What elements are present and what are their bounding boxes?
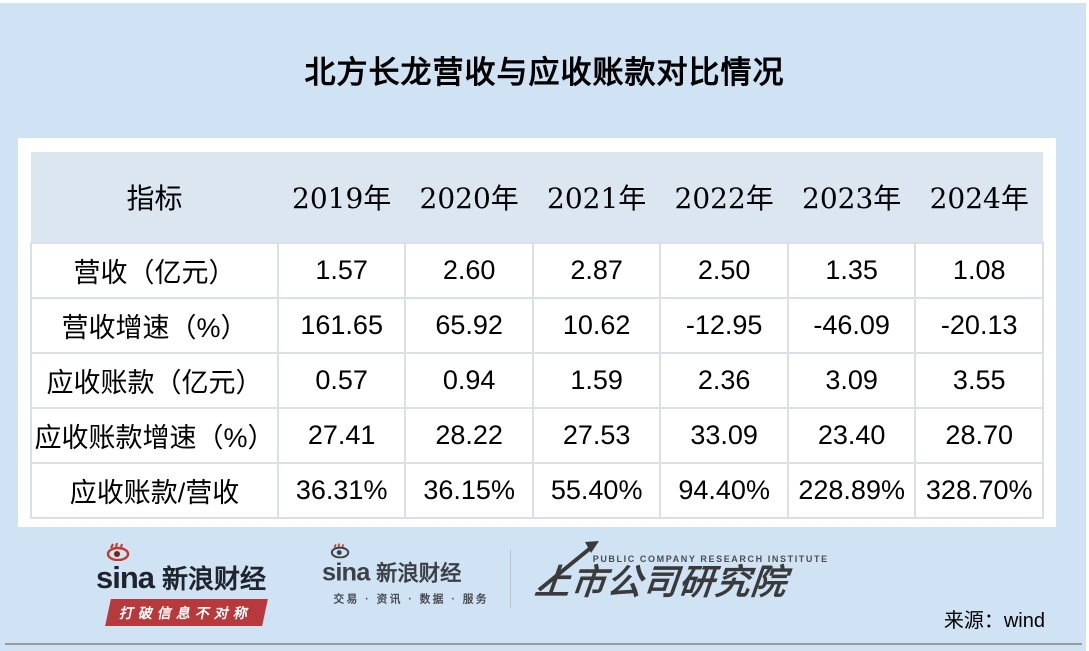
header-2022: 2022年 [660,152,788,243]
sina-services-subtitle: 交易 · 资讯 · 数据 · 服务 [333,592,490,606]
table-cell: 36.31% [276,462,407,519]
table-cell: 65.92 [404,297,534,354]
sina-tagline-banner: 打破信息不对称 [105,599,268,626]
row-label: 应收账款/营收 [30,462,279,519]
header-2021: 2021年 [532,152,661,243]
table-cell: -20.13 [914,297,1044,354]
institute-name: 上市公司研究院 [532,563,789,602]
table-cell: 2.87 [531,242,662,299]
table-cell: 3.09 [786,352,917,409]
header-metric: 指标 [31,152,278,243]
sina-finance-logo-secondary: sina 新浪财经 交易 · 资讯 · 数据 · 服务 [322,543,490,606]
table-cell: 23.40 [786,407,917,464]
table-cell: 2.50 [659,242,789,299]
logo-divider [509,550,511,608]
row-label: 营收增速（%） [30,297,279,354]
row-label: 营收（亿元） [30,242,279,299]
table-cell: 328.70% [914,462,1044,519]
table-cell: 33.09 [659,407,789,464]
table-cell: 10.62 [531,297,662,354]
sina-finance-name: 新浪财经 [376,560,462,586]
table-cell: 2.60 [404,242,534,299]
table-cell: 28.70 [914,407,1044,464]
table-cell: 27.53 [531,407,662,464]
header-2023: 2023年 [787,152,916,243]
sina-eye-icon [330,543,350,559]
arrow-up-icon [537,541,599,592]
table-cell: -12.95 [659,297,789,354]
table-cell: 1.57 [276,242,407,299]
table-cell: 1.59 [531,352,662,409]
header-2020: 2020年 [405,152,533,243]
sina-wordmark: sina [322,557,370,587]
row-label: 应收账款（亿元） [30,352,279,409]
table-cell: 27.41 [276,407,407,464]
table-cell: 1.35 [786,242,917,299]
sina-finance-logo-primary: sina 新浪财经 打破信息不对称 [96,543,268,626]
bottom-divider-line [5,643,1082,645]
page-title: 北方长龙营收与应收账款对比情况 [304,55,785,90]
sina-eye-icon [106,543,130,561]
row-label: 应收账款增速（%） [30,407,279,464]
footer-logos: sina 新浪财经 打破信息不对称 sina 新浪财经 交易 · 资讯 · [96,541,829,626]
table-cell: 0.94 [404,352,534,409]
table-cell: 28.22 [404,407,534,464]
table-cell: 55.40% [531,462,662,519]
table-cell: -46.09 [786,297,917,354]
table-row: 营收（亿元） 1.57 2.60 2.87 2.50 1.35 1.08 [30,242,1044,299]
research-institute-logo: PUBLIC COMPANY RESEARCH INSTITUTE 上市公司研究… [532,541,829,603]
header-2024: 2024年 [915,152,1043,243]
right-white-strip [1086,0,1089,651]
table-cell: 1.08 [914,242,1044,299]
data-table-card: 指标 2019年 2020年 2021年 2022年 2023年 2024年 营… [18,138,1056,527]
header-2019: 2019年 [277,152,406,243]
table-cell: 94.40% [659,462,789,519]
data-source-label: 来源：wind [943,610,1045,632]
top-white-strip [0,0,1089,3]
table-cell: 228.89% [786,462,917,519]
comparison-table: 指标 2019年 2020年 2021年 2022年 2023年 2024年 营… [30,152,1044,519]
institute-subtitle: PUBLIC COMPANY RESEARCH INSTITUTE [592,554,829,564]
table-header-row: 指标 2019年 2020年 2021年 2022年 2023年 2024年 [31,152,1043,243]
table-row: 应收账款增速（%） 27.41 28.22 27.53 33.09 23.40 … [30,407,1044,464]
table-cell: 3.55 [914,352,1044,409]
table-cell: 161.65 [276,297,407,354]
table-cell: 0.57 [276,352,407,409]
sina-wordmark: sina [96,560,155,595]
table-row: 营收增速（%） 161.65 65.92 10.62 -12.95 -46.09… [30,297,1044,354]
table-cell: 2.36 [659,352,789,409]
sina-finance-name: 新浪财经 [162,564,267,594]
table-row: 应收账款（亿元） 0.57 0.94 1.59 2.36 3.09 3.55 [30,352,1044,409]
table-row: 应收账款/营收 36.31% 36.15% 55.40% 94.40% 228.… [30,462,1044,519]
table-cell: 36.15% [404,462,534,519]
